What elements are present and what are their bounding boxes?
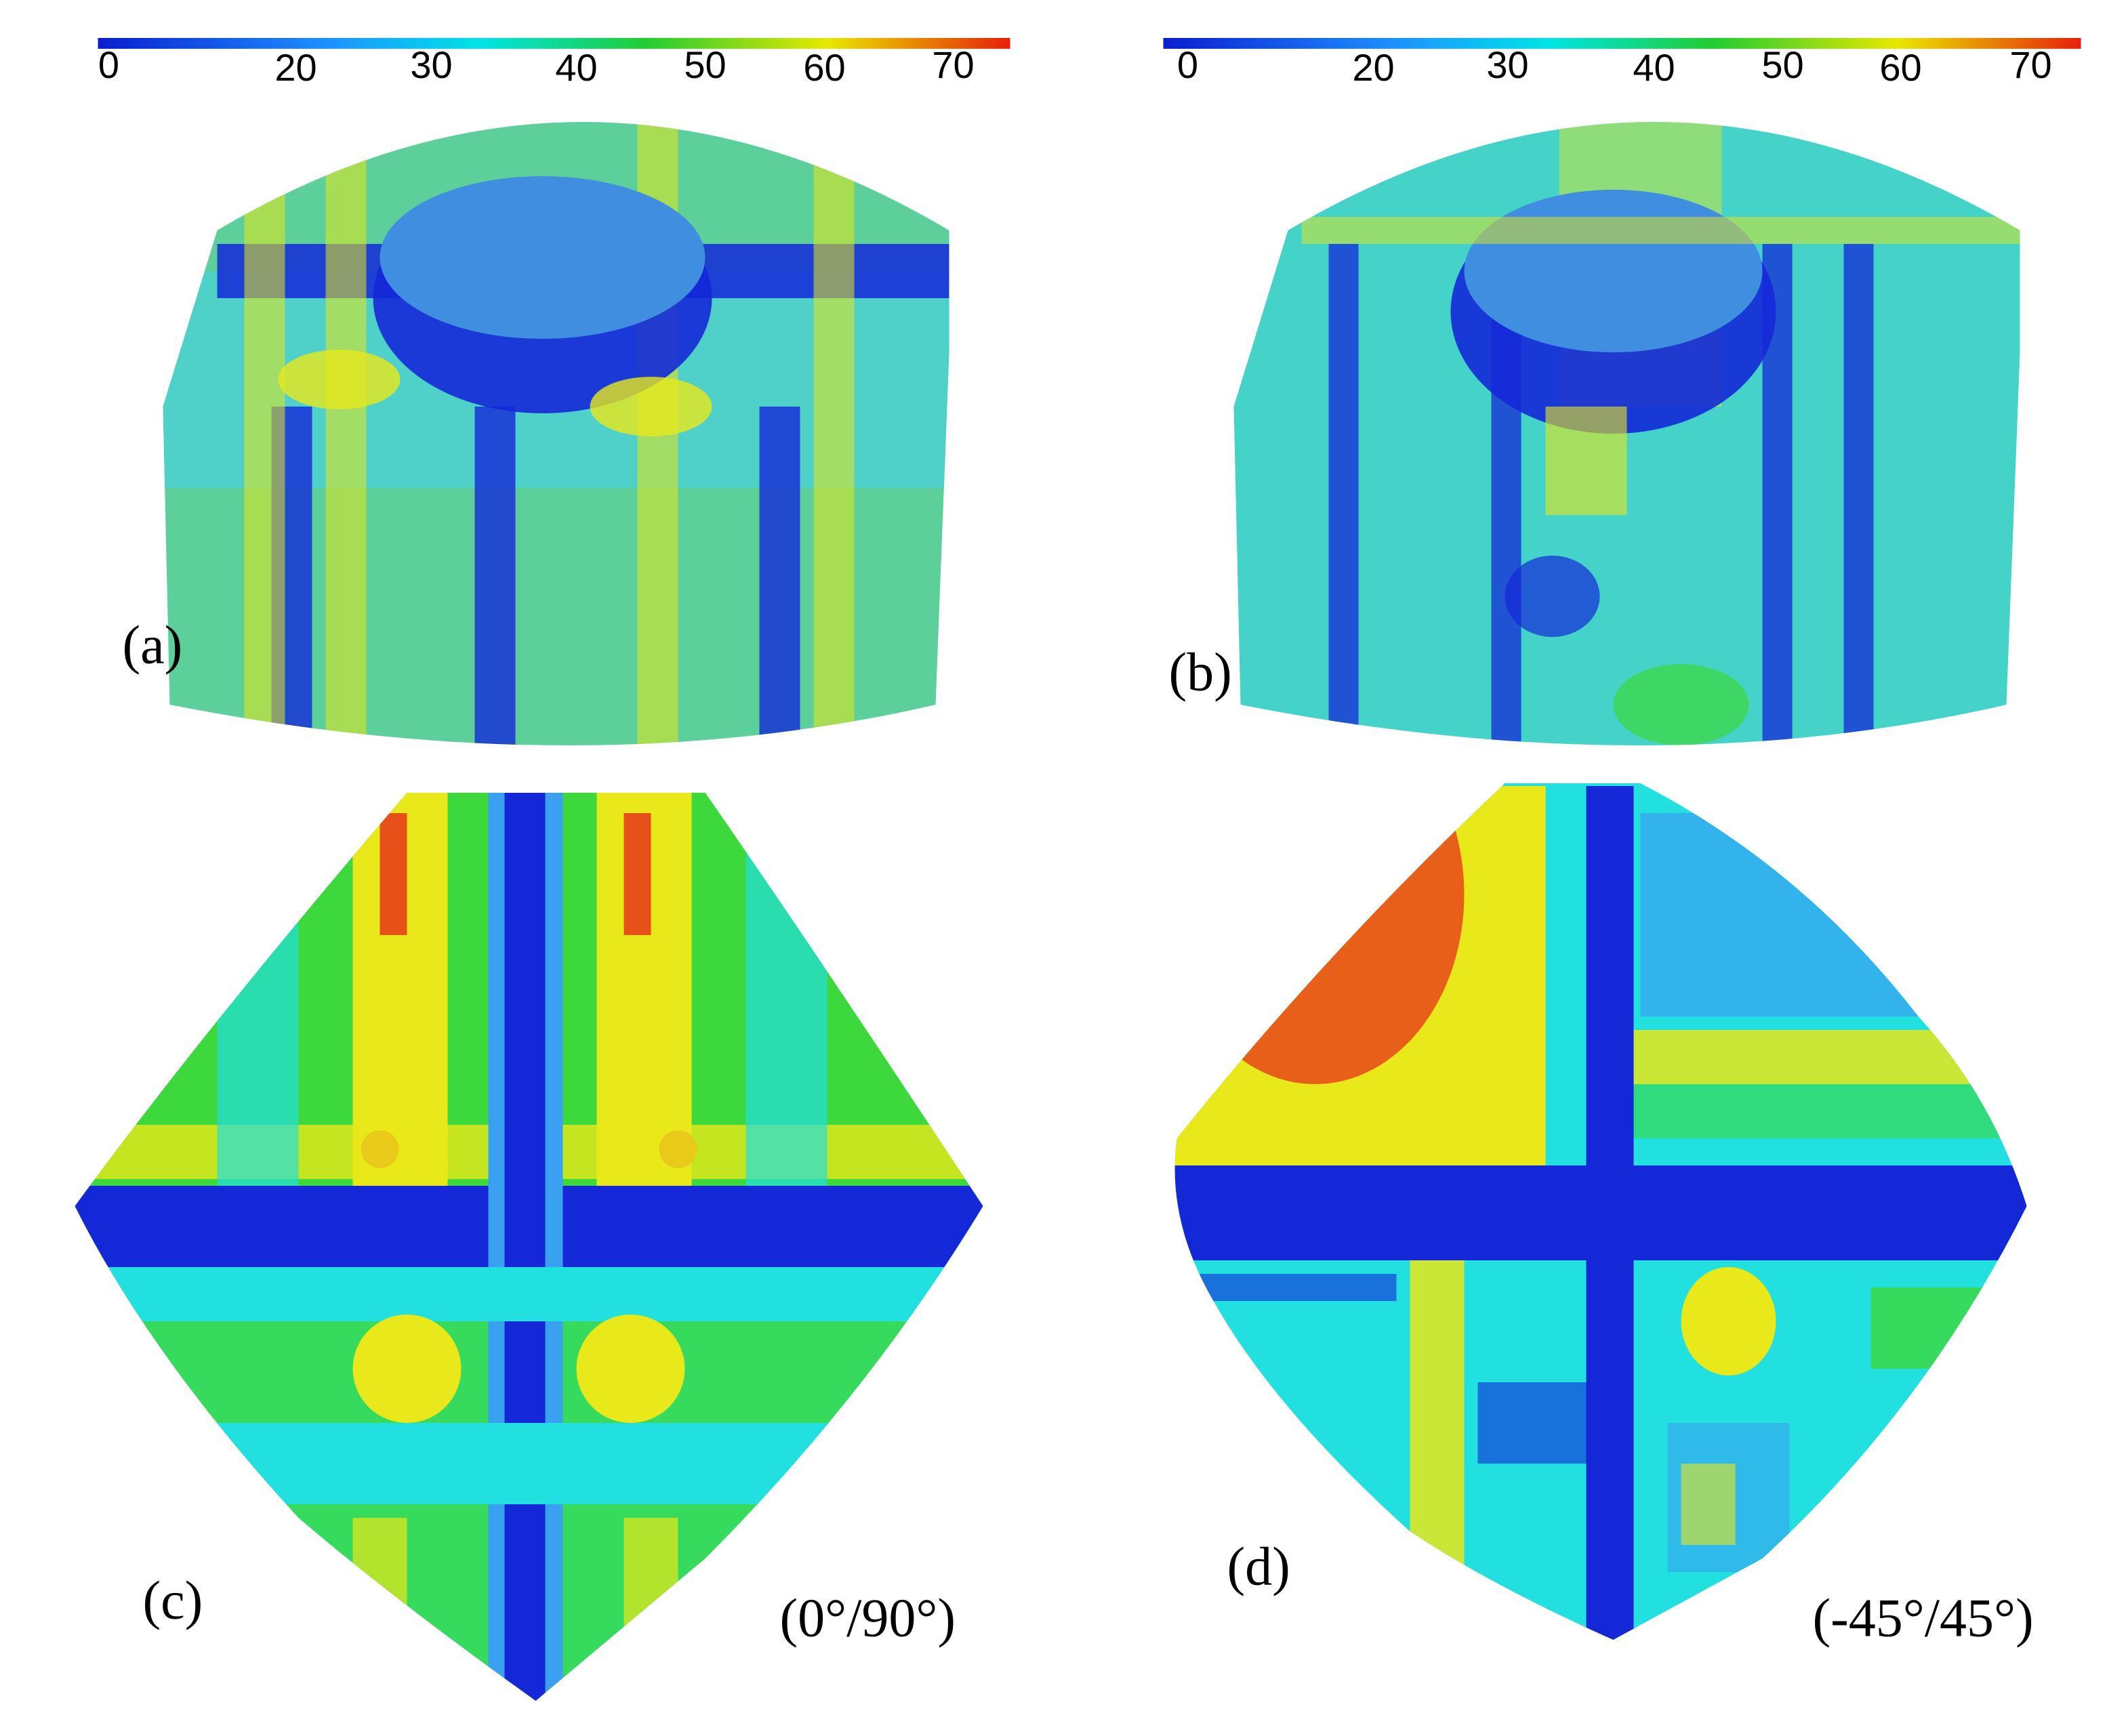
colorbar — [98, 38, 1010, 49]
colorbar-tick-label: 60 — [1879, 46, 1921, 89]
panel-label: (a) — [123, 615, 183, 675]
colorbar-tick-label: 0 — [1177, 43, 1198, 86]
contour-region — [325, 122, 367, 745]
contour-region — [1174, 783, 1465, 1084]
contour-region — [624, 1518, 678, 1626]
contour-region — [380, 176, 706, 339]
colorbar-tick-label: 0 — [98, 43, 119, 86]
contour-region — [352, 1315, 462, 1423]
contour-region — [759, 407, 800, 745]
contour-region — [1627, 1030, 2027, 1084]
contour-region — [1681, 1464, 1736, 1545]
colorbar-tick-label: 60 — [803, 46, 845, 89]
panel-label: (b) — [1169, 642, 1232, 702]
contour-region — [244, 122, 285, 745]
contour-region — [1477, 1382, 1587, 1464]
contour-region — [590, 377, 712, 436]
panel-label: (d) — [1227, 1537, 1290, 1596]
contour-region — [1843, 244, 1874, 745]
contour-region — [624, 813, 651, 935]
contour-region — [1586, 786, 1634, 1640]
contour-region — [1640, 813, 1939, 1016]
contour-region — [278, 350, 401, 409]
contour-region — [352, 1518, 407, 1626]
colorbar-tick-label: 70 — [932, 43, 974, 86]
contour-region — [1681, 1267, 1776, 1376]
contour-region — [1505, 556, 1600, 637]
contour-region — [1627, 1084, 2027, 1138]
colorbar-tick-label: 20 — [274, 46, 316, 89]
contour-plot — [1233, 122, 2020, 745]
contour-plots — [75, 122, 2027, 1701]
contour-region — [1545, 407, 1627, 515]
contour-region — [75, 1267, 983, 1321]
colorbar-tick-label: 50 — [1761, 43, 1803, 86]
contour-plot — [163, 122, 949, 745]
contour-region — [474, 407, 516, 745]
colorbar-tick-label: 30 — [1486, 43, 1528, 86]
colorbar-tick-label: 40 — [555, 46, 597, 89]
contour-region — [217, 793, 299, 1193]
colorbar-tick-label: 50 — [684, 43, 726, 86]
contour-region — [1613, 664, 1749, 745]
contour-region — [504, 793, 546, 1701]
panel-caption: (-45°/45°) — [1813, 1588, 2034, 1648]
contour-plot — [1174, 783, 2027, 1640]
colorbar-tick-label: 30 — [410, 43, 452, 86]
panel-caption: (0°/90°) — [780, 1588, 956, 1648]
colorbar-tick-label: 70 — [2009, 43, 2051, 86]
contour-region — [1328, 244, 1359, 745]
contour-region — [813, 122, 855, 745]
colorbar-tick-label: 20 — [1352, 46, 1394, 89]
contour-region — [745, 793, 827, 1193]
contour-region — [1871, 1287, 2020, 1369]
contour-region — [1410, 1260, 1465, 1599]
contour-region — [380, 813, 407, 935]
contour-region — [576, 1315, 685, 1423]
colorbar-tick-label: 40 — [1633, 46, 1675, 89]
contour-region — [1464, 190, 1763, 352]
contour-region — [217, 1423, 895, 1504]
contour-region — [1301, 217, 2020, 244]
colorbar — [1163, 38, 2081, 49]
panel-label: (c) — [143, 1571, 203, 1630]
contour-region — [1193, 1274, 1397, 1301]
